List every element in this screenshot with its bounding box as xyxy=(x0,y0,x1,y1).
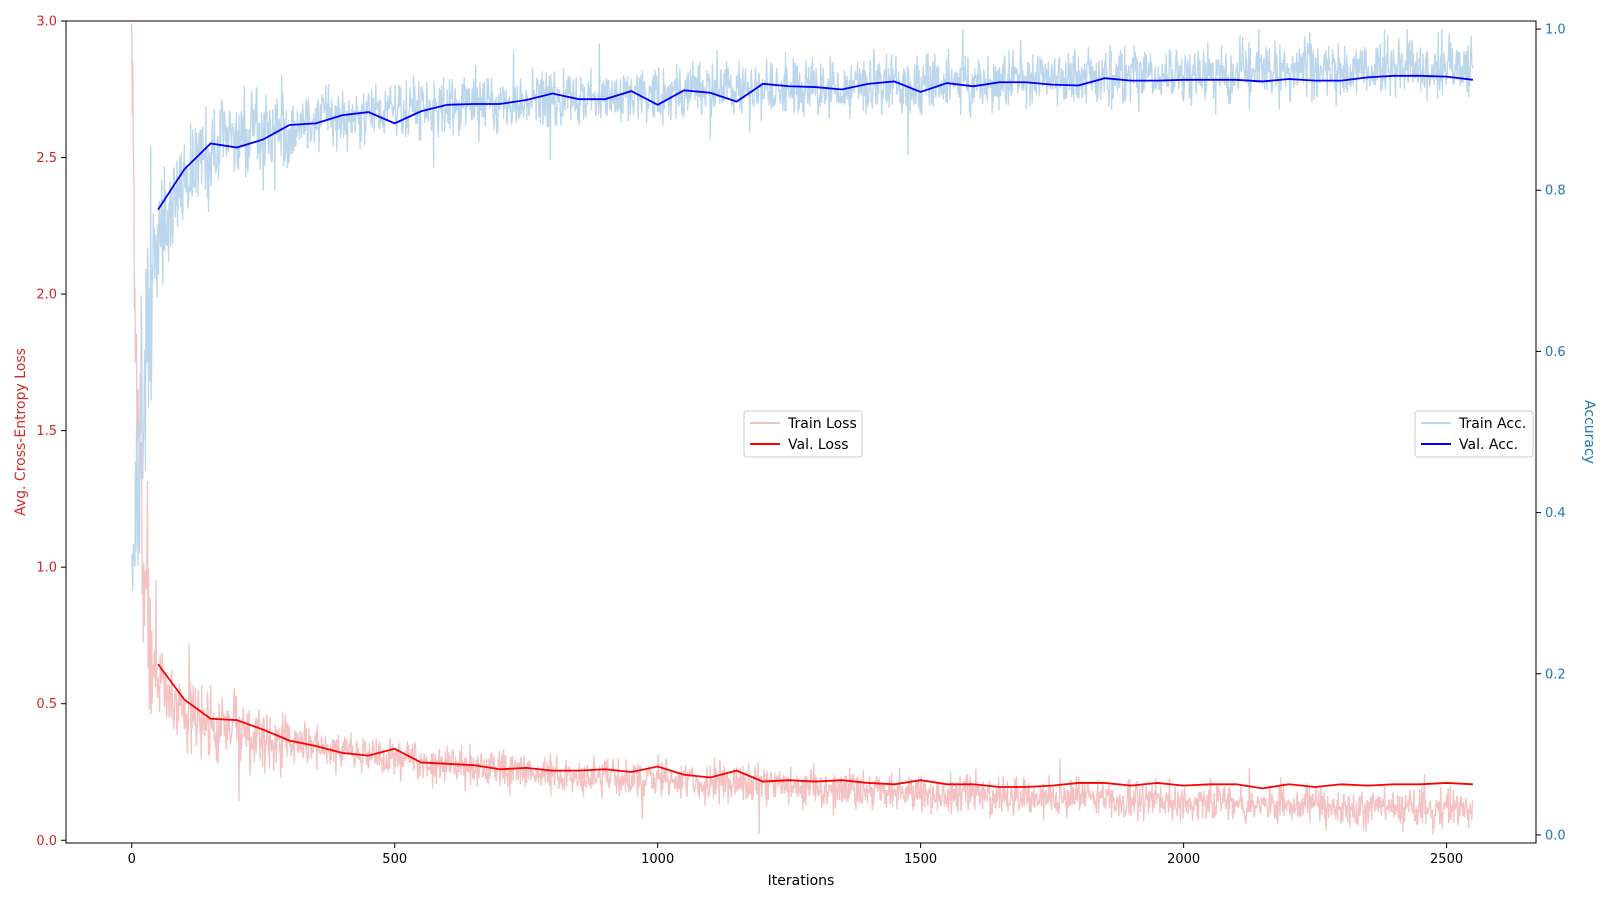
left-y-tick-label: 0.5 xyxy=(36,697,57,712)
x-tick-label: 0 xyxy=(128,852,136,867)
right-y-axis-ticks: 0.0 0.2 0.4 0.6 0.8 1.0 xyxy=(1536,23,1566,843)
val-loss-series xyxy=(157,663,1473,790)
left-y-tick-label: 1.5 xyxy=(36,424,57,439)
left-y-tick-label: 2.5 xyxy=(36,151,57,166)
x-tick-label: 2000 xyxy=(1167,852,1200,867)
right-y-tick-label: 0.6 xyxy=(1545,345,1566,360)
right-y-tick-label: 0.4 xyxy=(1545,506,1566,521)
train-acc-line xyxy=(131,29,1474,591)
train-loss-series xyxy=(131,23,1474,835)
train-loss-line xyxy=(131,23,1474,835)
legend-train-acc: Train Acc. xyxy=(1458,416,1526,432)
right-y-tick-label: 0.0 xyxy=(1545,828,1566,843)
x-tick-label: 2500 xyxy=(1430,852,1463,867)
left-y-axis-ticks: 0.0 0.5 1.0 1.5 2.0 2.5 3.0 xyxy=(36,15,66,849)
legend-train-loss: Train Loss xyxy=(787,416,857,432)
train-acc-series xyxy=(131,29,1474,591)
right-y-tick-label: 1.0 xyxy=(1545,23,1566,38)
legend-val-loss: Val. Loss xyxy=(788,437,849,453)
x-tick-label: 1500 xyxy=(904,852,937,867)
plot-frame xyxy=(65,20,1537,844)
left-y-tick-label: 1.0 xyxy=(36,561,57,576)
x-axis-label: Iterations xyxy=(768,873,835,889)
left-y-axis-label: Avg. Cross-Entropy Loss xyxy=(13,348,29,516)
x-tick-label: 500 xyxy=(382,852,407,867)
x-tick-label: 1000 xyxy=(641,852,674,867)
left-y-tick-label: 0.0 xyxy=(36,834,57,849)
val-acc-series xyxy=(157,74,1473,211)
right-y-tick-label: 0.8 xyxy=(1545,184,1566,199)
right-y-tick-label: 0.2 xyxy=(1545,667,1566,682)
legend-val-acc: Val. Acc. xyxy=(1459,437,1518,453)
left-y-tick-label: 2.0 xyxy=(36,288,57,303)
left-y-tick-label: 3.0 xyxy=(36,15,57,30)
right-y-axis-label: Accuracy xyxy=(1581,400,1597,464)
x-axis-ticks: 0 500 1000 1500 2000 2500 xyxy=(128,843,1463,867)
accuracy-legend: Train Acc. Val. Acc. xyxy=(1414,410,1534,458)
loss-legend: Train Loss Val. Loss xyxy=(743,410,863,458)
